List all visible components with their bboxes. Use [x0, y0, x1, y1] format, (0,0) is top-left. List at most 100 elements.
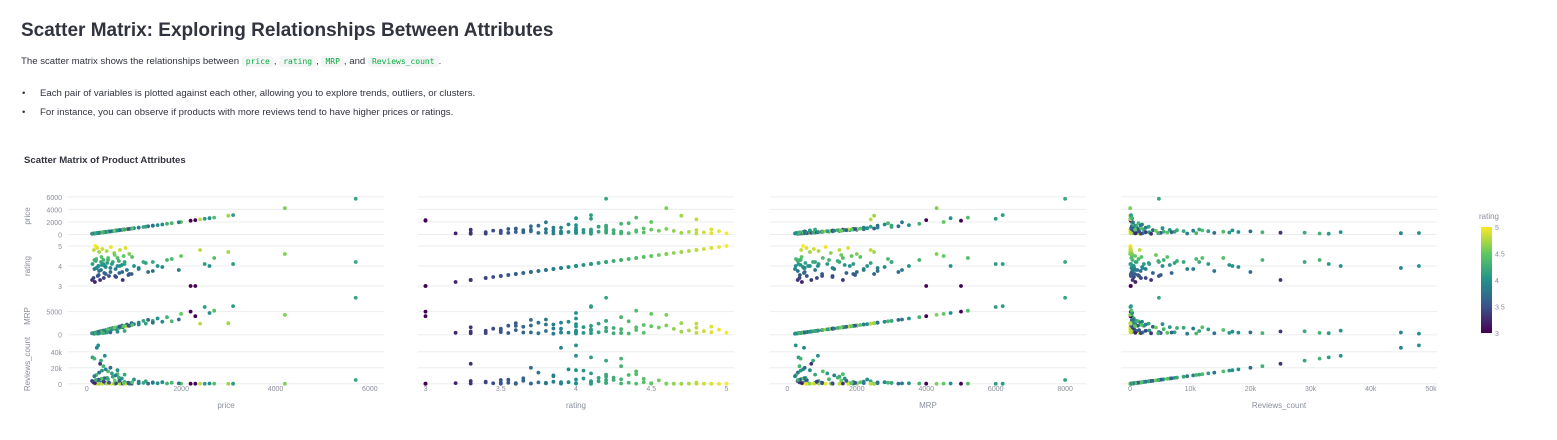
- data-point: [1191, 326, 1196, 331]
- data-point: [521, 230, 526, 235]
- intro-sep: ,: [273, 56, 277, 67]
- data-point: [1129, 304, 1133, 308]
- data-point: [1131, 317, 1135, 322]
- chart-title: Scatter Matrix of Product Attributes: [24, 155, 186, 166]
- data-point: [917, 221, 922, 226]
- data-point: [574, 231, 578, 235]
- data-point: [1212, 370, 1217, 375]
- data-point: [641, 376, 646, 381]
- data-point: [103, 367, 108, 372]
- data-point: [101, 379, 106, 384]
- data-point: [1399, 345, 1403, 350]
- data-point: [165, 381, 169, 386]
- data-point: [868, 217, 873, 222]
- data-point: [551, 322, 556, 327]
- data-point: [1194, 373, 1199, 377]
- data-point: [907, 381, 911, 386]
- data-point: [1248, 330, 1253, 335]
- data-point: [709, 381, 714, 386]
- data-point: [1129, 381, 1133, 386]
- data-point: [207, 311, 212, 315]
- data-point: [813, 372, 817, 377]
- data-point: [694, 231, 699, 236]
- data-point: [108, 266, 113, 270]
- data-point: [121, 381, 126, 385]
- data-point: [1260, 331, 1265, 335]
- intro-end: .: [438, 56, 442, 67]
- data-point: [283, 252, 287, 256]
- data-point: [98, 278, 102, 282]
- data-point: [797, 258, 802, 262]
- y-tick-label: 3: [58, 284, 62, 291]
- data-point: [820, 380, 824, 385]
- data-point: [97, 370, 101, 375]
- data-point: [604, 358, 608, 363]
- data-point: [188, 381, 193, 386]
- data-point: [155, 223, 160, 227]
- data-point: [551, 326, 556, 331]
- data-point: [453, 381, 458, 385]
- data-point: [536, 331, 541, 336]
- data-point: [832, 326, 837, 331]
- data-point: [900, 220, 904, 225]
- bullet-list: Each pair of variables is plotted agains…: [21, 84, 475, 122]
- data-point: [865, 322, 870, 326]
- data-point: [193, 381, 198, 386]
- data-point: [709, 324, 714, 329]
- y-tick-label: 0: [58, 382, 62, 389]
- y-axis-label: price: [23, 207, 32, 225]
- data-point: [468, 230, 473, 235]
- data-point: [566, 230, 571, 234]
- data-point: [861, 225, 866, 230]
- data-point: [1317, 231, 1322, 236]
- data-point: [536, 269, 541, 273]
- data-point: [799, 255, 804, 259]
- data-point: [1181, 374, 1186, 379]
- data-point: [169, 380, 174, 385]
- data-point: [872, 321, 876, 326]
- data-point: [491, 326, 496, 331]
- data-point: [589, 371, 593, 376]
- data-point: [146, 318, 151, 322]
- data-point: [1133, 280, 1138, 284]
- data-point: [948, 216, 953, 221]
- data-point: [917, 258, 922, 262]
- data-point: [1278, 230, 1283, 235]
- data-point: [581, 263, 586, 267]
- data-point: [118, 248, 122, 252]
- data-point: [596, 229, 601, 234]
- y-axis-label: MRP: [23, 307, 32, 325]
- data-point: [423, 309, 428, 314]
- data-point: [1139, 323, 1144, 327]
- data-point: [566, 319, 571, 324]
- data-point: [1139, 331, 1143, 335]
- data-point: [1248, 365, 1253, 370]
- data-point: [113, 373, 118, 378]
- data-point: [150, 269, 155, 273]
- data-point: [934, 252, 939, 256]
- data-point: [804, 274, 809, 278]
- page-title: Scatter Matrix: Exploring Relationships …: [21, 20, 554, 41]
- data-point: [1156, 231, 1161, 236]
- data-point: [1151, 378, 1155, 383]
- data-point: [709, 330, 714, 335]
- data-point: [193, 284, 198, 288]
- data-point: [101, 230, 106, 235]
- x-tick-label: 2000: [849, 386, 865, 393]
- data-point: [559, 320, 563, 325]
- data-point: [115, 256, 120, 260]
- data-point: [101, 364, 106, 369]
- data-point: [839, 378, 844, 383]
- data-point: [844, 378, 849, 383]
- data-point: [1133, 231, 1138, 236]
- data-point: [619, 381, 623, 386]
- data-point: [566, 330, 571, 335]
- data-point: [1175, 326, 1179, 330]
- data-point: [1133, 260, 1138, 264]
- data-point: [808, 368, 812, 373]
- data-point: [841, 256, 845, 260]
- data-point: [679, 329, 684, 334]
- scatter-matrix-chart[interactable]: Scatter Matrix of Product Attributes 0 20…: [0, 145, 1557, 440]
- data-point: [119, 263, 124, 267]
- data-point: [136, 322, 141, 327]
